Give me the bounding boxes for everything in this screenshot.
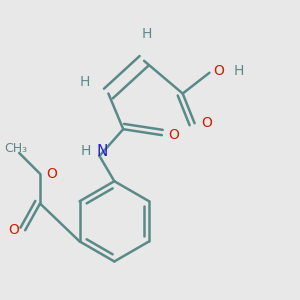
Text: CH₃: CH₃ [5, 142, 28, 155]
Text: N: N [97, 144, 108, 159]
Text: O: O [46, 167, 57, 181]
Text: O: O [213, 64, 224, 78]
Text: H: H [80, 75, 90, 88]
Text: O: O [8, 223, 19, 237]
Text: H: H [234, 64, 244, 78]
Text: H: H [142, 27, 152, 41]
Text: O: O [168, 128, 179, 142]
Text: O: O [201, 116, 212, 130]
Text: H: H [81, 145, 91, 158]
